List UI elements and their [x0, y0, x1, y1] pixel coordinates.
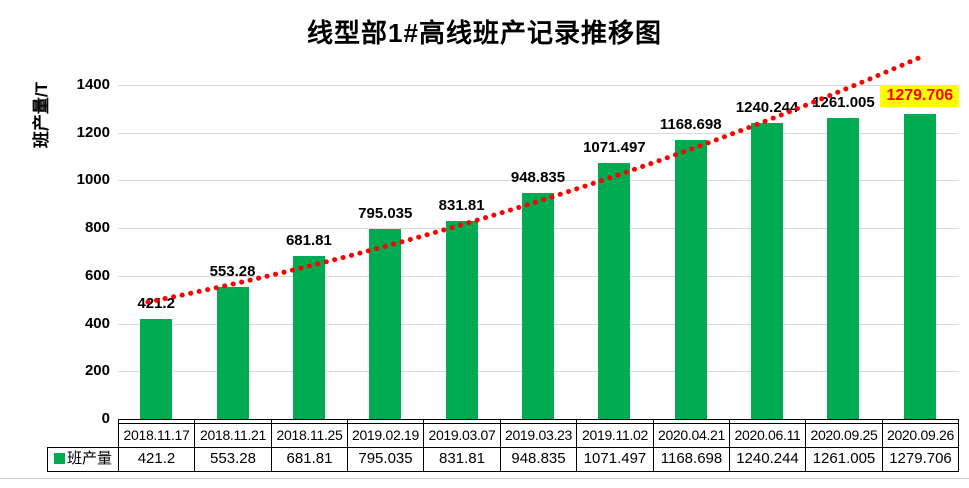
value-cell: 1168.698 — [653, 447, 730, 472]
x-axis-tick — [271, 419, 272, 424]
date-cell: 2020.09.26 — [882, 423, 959, 448]
x-axis-tick — [194, 419, 195, 424]
legend-label: 班产量 — [66, 450, 112, 467]
bar-value-text: 1071.497 — [583, 139, 646, 157]
bottom-divider — [0, 478, 969, 479]
bar — [674, 140, 707, 419]
y-tick-label: 1000 — [76, 171, 110, 189]
y-tick-label: 200 — [84, 362, 110, 380]
y-tick-label: 800 — [84, 219, 110, 237]
bar-value-label: 681.81 — [254, 232, 364, 249]
x-axis-tick — [423, 419, 424, 424]
date-cell: 2020.06.11 — [729, 423, 806, 448]
bar — [903, 113, 936, 419]
bar — [216, 287, 249, 419]
value-cell: 795.035 — [347, 447, 424, 472]
value-cell: 1261.005 — [805, 447, 883, 472]
bar-value-text: 1168.698 — [659, 116, 722, 134]
date-cell: 2019.02.19 — [347, 423, 424, 448]
bar-value-label: 421.2 — [101, 295, 211, 312]
bar-value-text: 831.81 — [438, 196, 485, 214]
bar-value-text: 681.81 — [285, 232, 332, 250]
bar-value-text: 948.835 — [510, 168, 566, 186]
bar-value-text: 1279.706 — [880, 84, 960, 107]
x-axis-line — [118, 419, 958, 420]
value-cell: 421.2 — [118, 447, 195, 472]
value-cell: 831.81 — [423, 447, 501, 472]
y-tick-label: 1400 — [76, 76, 110, 93]
x-axis-tick — [729, 419, 730, 424]
bar — [369, 229, 402, 419]
value-cell: 948.835 — [500, 447, 577, 472]
bar-value-text: 553.28 — [209, 263, 256, 280]
chart-title: 线型部1#高线班产记录推移图 — [307, 18, 662, 48]
date-cell: 2018.11.17 — [118, 423, 195, 448]
date-cell: 2019.11.02 — [576, 423, 654, 448]
bar — [522, 192, 554, 419]
value-cell: 553.28 — [194, 447, 272, 472]
value-cell: 681.81 — [271, 447, 348, 472]
value-cell: 1071.497 — [576, 447, 654, 472]
date-cell: 2020.04.21 — [653, 423, 730, 448]
bar — [598, 163, 631, 419]
gridline — [118, 85, 958, 86]
x-axis-tick — [958, 419, 959, 424]
bar-value-text: 421.2 — [137, 294, 175, 312]
date-cell: 2018.11.21 — [194, 423, 272, 448]
x-axis-tick — [347, 419, 348, 424]
bar-value-label: 1168.698 — [636, 116, 746, 133]
y-tick-label: 1200 — [76, 123, 110, 141]
date-cell: 2018.11.25 — [271, 423, 348, 448]
y-tick-label: 0 — [101, 410, 110, 427]
bar — [140, 318, 173, 419]
y-tick-label: 400 — [84, 314, 110, 332]
bar — [751, 123, 784, 419]
x-axis-tick — [500, 419, 501, 424]
bar-value-label: 553.28 — [178, 263, 288, 280]
value-cell: 1279.706 — [882, 447, 959, 472]
bar — [445, 220, 478, 419]
date-cell: 2019.03.07 — [423, 423, 501, 448]
legend-color-swatch-icon — [53, 453, 65, 464]
x-axis-tick — [576, 419, 577, 424]
date-cell: 2019.03.23 — [500, 423, 577, 448]
y-tick-label: 600 — [84, 266, 110, 284]
date-cell: 2020.09.25 — [805, 423, 883, 448]
bar-value-label: 1071.497 — [559, 139, 669, 156]
bar — [292, 256, 325, 419]
bar — [827, 118, 860, 419]
legend-cell: 班产量 — [47, 447, 119, 472]
x-axis-tick — [882, 419, 883, 424]
bar-value-label-highlight: 1279.706 — [865, 84, 969, 107]
bar-value-text: 795.035 — [358, 205, 413, 223]
x-axis-tick — [118, 419, 119, 424]
x-axis-tick — [653, 419, 654, 424]
y-axis-title: 班产量/T — [32, 81, 51, 149]
value-cell: 1240.244 — [729, 447, 806, 472]
bar-value-label: 948.835 — [483, 169, 593, 186]
x-axis-tick — [805, 419, 806, 424]
bar-value-label: 831.81 — [407, 197, 517, 214]
